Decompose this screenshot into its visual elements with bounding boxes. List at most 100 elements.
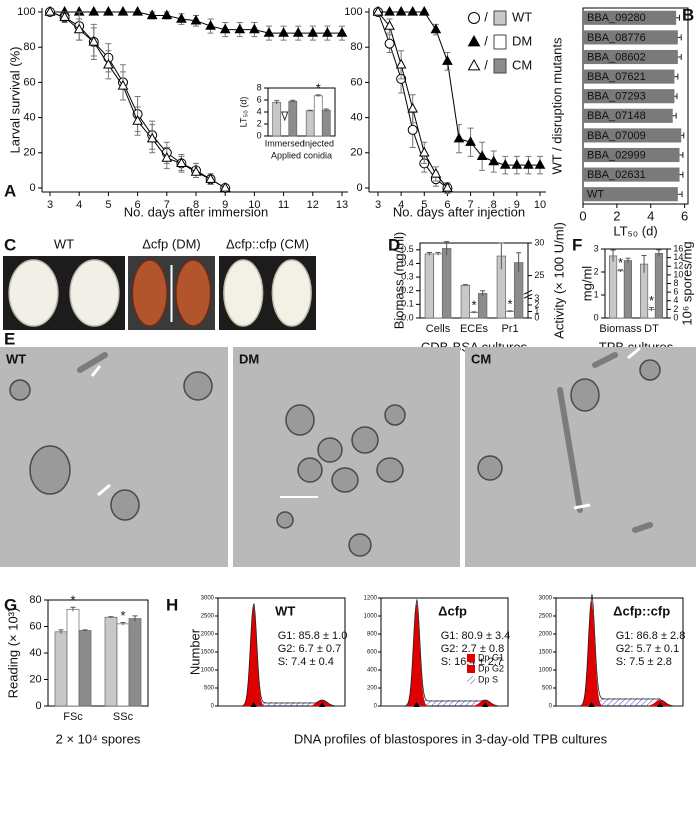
cell [348,533,372,557]
x-axis-label: No. days after injection [393,204,525,219]
bar [583,49,678,65]
cell [351,426,379,454]
marker [176,13,187,23]
marker [190,14,202,25]
bar [433,253,443,319]
bar [583,89,675,104]
y-tick-label: 0 [549,704,553,710]
cell [297,457,323,483]
arrow [97,483,111,497]
marker [132,5,143,16]
legend-label: Dp G2 [478,663,504,673]
marker [430,23,442,34]
g1-peak [218,606,345,706]
larva [271,259,312,327]
bar [616,270,625,319]
marker [219,23,231,34]
x-tick-label: 8 [193,199,199,211]
y-tick-label: 1000 [539,668,553,674]
x-tick-label: ECEs [460,323,489,335]
hypha [632,522,653,533]
arrow [627,346,641,360]
marker [442,181,453,192]
stat-line: G2: 2.7 ± 0.8 [441,643,505,655]
error-bar [677,54,682,60]
error-bar [618,269,623,272]
cell [183,371,213,401]
g1-peak [556,601,683,706]
y-tick-label: 0 [35,700,41,712]
marker [278,27,289,37]
s-phase [591,698,661,706]
bar [583,69,675,84]
bar [505,311,515,319]
x-tick-label: 9 [514,199,520,211]
panel-label: G [4,595,17,614]
y-tick-label: 3000 [201,596,215,602]
y-tick-label: 60 [350,76,362,88]
legend-swatch [467,665,475,673]
marker [453,132,465,143]
micrograph-label: WT [6,351,26,366]
significance-mark: * [120,608,125,623]
bar [583,10,677,25]
marker [205,20,216,30]
x-tick-label: 7 [164,199,170,211]
marker [511,159,523,169]
category-label: BBA_08602 [587,51,646,63]
legend-swatch [467,676,475,684]
error-bar [82,629,88,632]
error-bar [610,249,616,262]
marker [430,167,442,178]
marker [59,11,70,21]
y-axis-label: Larval survival (%) [7,47,22,154]
x-axis-label: Applied conidia [271,150,332,160]
y-tick-label: 6 [257,94,262,104]
bar [424,253,435,319]
error-bar [120,622,126,626]
marker [384,38,395,49]
legend-separator: / [484,9,488,24]
significance-mark: * [316,80,321,95]
y-tick-label: 0 [534,312,539,322]
x-tick-label: 6 [444,199,450,211]
x-tick-label: Injected [302,138,334,148]
y-tick-label: 2 [594,266,599,276]
y-tick-label: 60 [29,620,41,632]
error-bar [507,310,513,313]
legend-marker [467,58,481,71]
marker [219,181,231,192]
marker [176,157,187,168]
y-tick-label: 0 [673,312,678,322]
marker [384,5,395,16]
plot-frame [582,7,689,205]
marker [205,173,216,183]
stat-line: G1: 85.8 ± 1.0 [278,630,348,642]
y-tick-label: 25 [534,270,544,280]
error-bar [679,171,684,178]
bar [313,95,323,137]
error-bar [480,290,486,297]
bar [104,616,118,707]
y-tick-label: 0 [356,182,362,194]
marker [523,159,534,169]
peak-marker [250,702,257,707]
x-tick-label: 0 [579,208,586,223]
bar [321,109,331,137]
bar [623,260,633,319]
marker [476,150,488,160]
x-tick-label: 11 [278,199,289,211]
marker [488,155,500,166]
x-axis-label: LT₅₀ (d) [613,223,657,238]
bar [608,255,618,319]
error-bar [132,615,138,622]
larva [223,259,264,327]
error-bar [681,132,685,139]
y-tick-label: 60 [23,76,35,88]
cell [570,378,600,412]
category-label: BBA_07009 [587,130,646,142]
legend-marker [468,12,480,24]
marker [132,115,143,125]
significance-mark: * [507,296,512,311]
bar [116,623,130,707]
